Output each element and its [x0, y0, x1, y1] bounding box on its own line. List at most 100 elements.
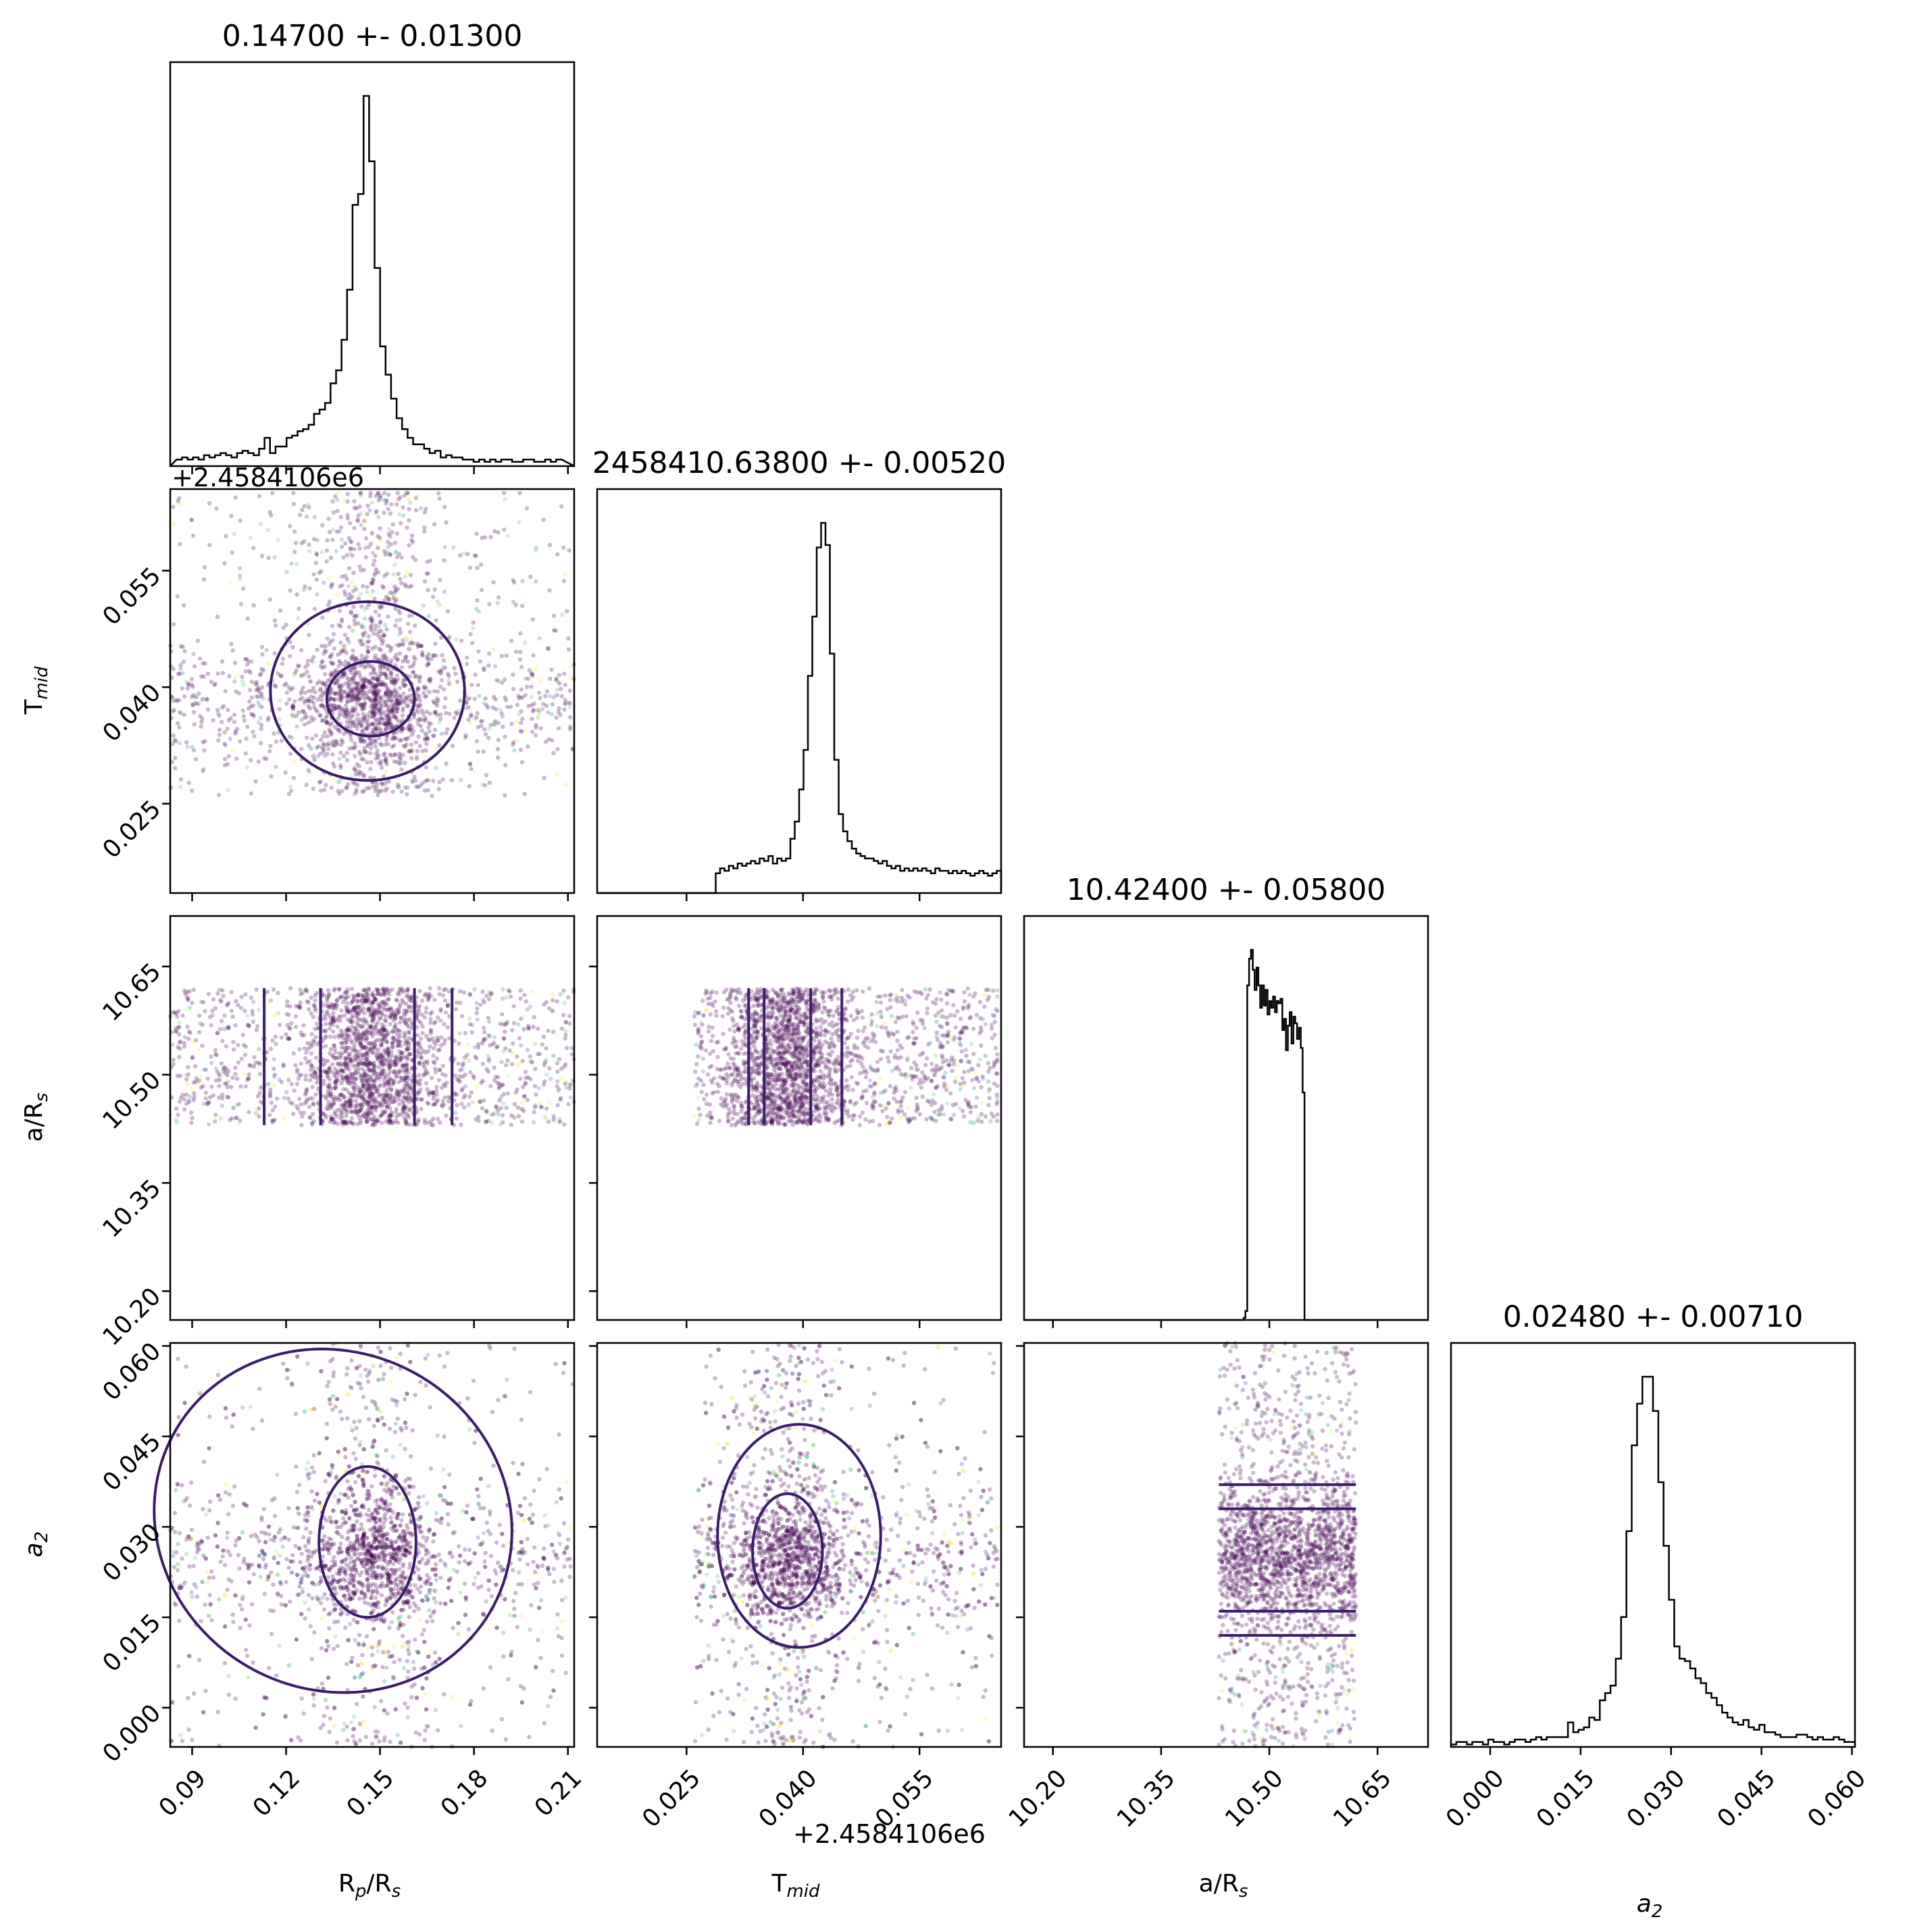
scatter-point: [348, 521, 353, 526]
scatter-point: [345, 1000, 349, 1006]
scatter-point: [419, 1021, 424, 1025]
scatter-point: [311, 686, 316, 690]
scatter-point: [376, 546, 380, 551]
scatter-point: [398, 617, 403, 622]
scatter-point: [845, 999, 850, 1004]
scatter-point: [220, 705, 224, 710]
scatter-point: [370, 646, 375, 651]
scatter-point: [419, 1097, 424, 1102]
scatter-point: [189, 682, 194, 687]
scatter-point: [268, 509, 272, 515]
scatter-point: [415, 1082, 421, 1086]
scatter-point: [206, 1122, 211, 1127]
scatter-point: [320, 698, 324, 703]
scatter-point: [173, 766, 178, 771]
scatter-point: [554, 678, 559, 682]
scatter-point: [359, 523, 363, 528]
scatter-point: [371, 1077, 376, 1083]
scatter-point: [399, 767, 404, 772]
scatter-point: [415, 686, 421, 690]
scatter-point: [352, 765, 357, 770]
scatter-point: [365, 760, 370, 765]
scatter-point: [465, 552, 470, 557]
scatter-point: [352, 618, 357, 623]
scatter-point: [352, 526, 357, 530]
scatter-point: [388, 722, 394, 728]
scatter-point: [532, 701, 536, 706]
scatter-point: [524, 506, 530, 511]
scatter-point: [301, 685, 305, 690]
scatter-point: [293, 1024, 299, 1029]
scatter-point: [439, 678, 444, 682]
scatter-point: [433, 709, 438, 715]
scatter-point: [242, 718, 247, 723]
scatter-point: [343, 681, 348, 686]
scatter-point: [476, 1115, 481, 1119]
scatter-point: [395, 490, 400, 495]
scatter-point: [254, 1027, 259, 1033]
scatter-point: [337, 707, 342, 712]
scatter-point: [478, 1099, 483, 1104]
scatter-point: [201, 577, 207, 582]
scatter-point: [370, 577, 375, 582]
scatter-point: [474, 1000, 479, 1006]
scatter-point: [493, 719, 498, 724]
scatter-point: [561, 545, 566, 551]
scatter-point: [376, 603, 381, 609]
scatter-point: [505, 1091, 510, 1096]
scatter-point: [182, 712, 186, 717]
scatter-point: [488, 534, 493, 540]
scatter-point: [521, 1094, 527, 1099]
scatter-point: [251, 603, 256, 608]
scatter-point: [191, 710, 197, 715]
scatter-point: [190, 517, 195, 522]
scatter-point: [538, 678, 543, 683]
scatter-point: [538, 1104, 543, 1109]
scatter-point: [345, 751, 349, 755]
scatter-point: [441, 988, 447, 992]
scatter-point: [366, 634, 372, 639]
scatter-point: [360, 705, 365, 710]
scatter-point: [860, 1110, 865, 1115]
scatter-point: [317, 694, 323, 699]
scatter-point: [337, 756, 342, 761]
scatter-point: [550, 738, 555, 743]
scatter-point: [302, 1046, 307, 1051]
scatter-point: [355, 692, 360, 696]
scatter-point: [182, 1034, 187, 1040]
scatter-point: [343, 574, 348, 578]
scatter-point: [324, 1106, 329, 1111]
scatter-point: [517, 520, 521, 525]
scatter-point: [382, 721, 387, 726]
scatter-point: [546, 1028, 551, 1034]
scatter-point: [518, 728, 523, 734]
scatter-point: [184, 740, 189, 745]
scatter-point: [358, 591, 363, 596]
scatter-point: [305, 669, 309, 674]
scatter-point: [416, 721, 421, 727]
scatter-point: [432, 734, 436, 738]
scatter-point: [378, 721, 382, 726]
scatter-point: [249, 758, 253, 763]
scatter-point: [173, 698, 178, 703]
scatter-point: [284, 1032, 288, 1037]
scatter-point: [428, 1020, 433, 1025]
scatter-point: [205, 1076, 210, 1082]
scatter-point: [270, 490, 275, 495]
scatter-point: [536, 1026, 540, 1032]
scatter-point: [544, 1106, 549, 1111]
scatter-point: [415, 1040, 420, 1045]
scatter-point: [345, 636, 350, 641]
scatter-point: [555, 746, 560, 752]
scatter-point: [353, 658, 358, 663]
scatter-point: [524, 999, 528, 1004]
scatter-point: [339, 544, 345, 549]
scatter-point: [365, 1101, 370, 1106]
scatter-point: [297, 1096, 302, 1101]
scatter-point: [361, 719, 365, 724]
scatter-point: [514, 649, 519, 655]
scatter-point: [368, 767, 373, 771]
scatter-point: [496, 721, 501, 726]
scatter-point: [437, 719, 442, 725]
scatter-point: [272, 651, 277, 656]
